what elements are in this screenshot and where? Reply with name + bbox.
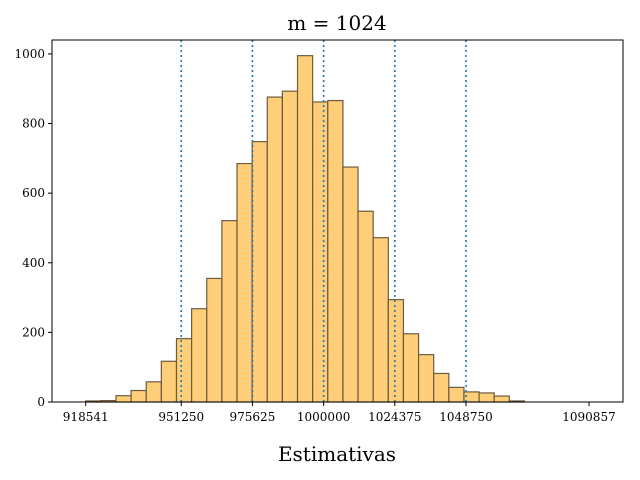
histogram-bar <box>130 389 147 403</box>
histogram-bar <box>221 220 238 403</box>
y-tick-label: 1000 <box>14 47 45 61</box>
y-tick-label: 0 <box>37 395 45 409</box>
y-tick-label: 800 <box>22 117 45 131</box>
x-tick-label: 1024375 <box>368 410 421 424</box>
histogram-bar <box>160 360 178 403</box>
histogram-bar <box>433 372 450 403</box>
x-tick-label: 918541 <box>63 410 109 424</box>
histogram-bar <box>175 338 193 403</box>
y-axis-ticks: 0 200 400 600 800 1000 <box>14 47 52 409</box>
histogram-bar <box>145 381 162 403</box>
histogram-bar <box>448 386 465 403</box>
histogram-bar <box>493 395 510 403</box>
histogram-bar <box>417 354 435 403</box>
x-tick-label: 975625 <box>230 410 276 424</box>
y-tick-label: 400 <box>22 256 45 270</box>
x-axis-ticks: 918541 951250 975625 1000000 1024375 1048750 1… <box>63 402 616 424</box>
histogram-bar <box>402 333 420 403</box>
histogram-bar <box>312 101 329 403</box>
histogram-bar <box>236 162 253 403</box>
histogram-bar <box>266 96 284 403</box>
histogram-bar <box>115 395 132 403</box>
histogram-bar <box>251 141 268 403</box>
x-axis-label: Estimativas <box>278 442 396 466</box>
histogram-bar <box>478 392 495 403</box>
y-tick-label: 200 <box>22 325 45 339</box>
axes-frame <box>51 39 624 403</box>
x-tick-label: 1000000 <box>297 410 350 424</box>
histogram-bar <box>357 210 374 403</box>
x-tick-label: 1048750 <box>439 410 492 424</box>
histogram-bar <box>296 55 314 403</box>
histogram-bar <box>206 277 223 403</box>
bars-group <box>85 55 526 403</box>
histogram-bar <box>281 90 299 403</box>
x-tick-label: 1090857 <box>562 410 615 424</box>
y-tick-label: 600 <box>22 186 45 200</box>
histogram-bar <box>372 237 389 403</box>
histogram-bar <box>387 299 405 403</box>
histogram-bar <box>191 308 208 403</box>
chart-title: m = 1024 <box>287 11 386 35</box>
histogram-bar <box>327 99 344 403</box>
histogram-bar <box>342 166 359 403</box>
reference-lines-group <box>180 40 467 402</box>
x-tick-label: 951250 <box>158 410 204 424</box>
